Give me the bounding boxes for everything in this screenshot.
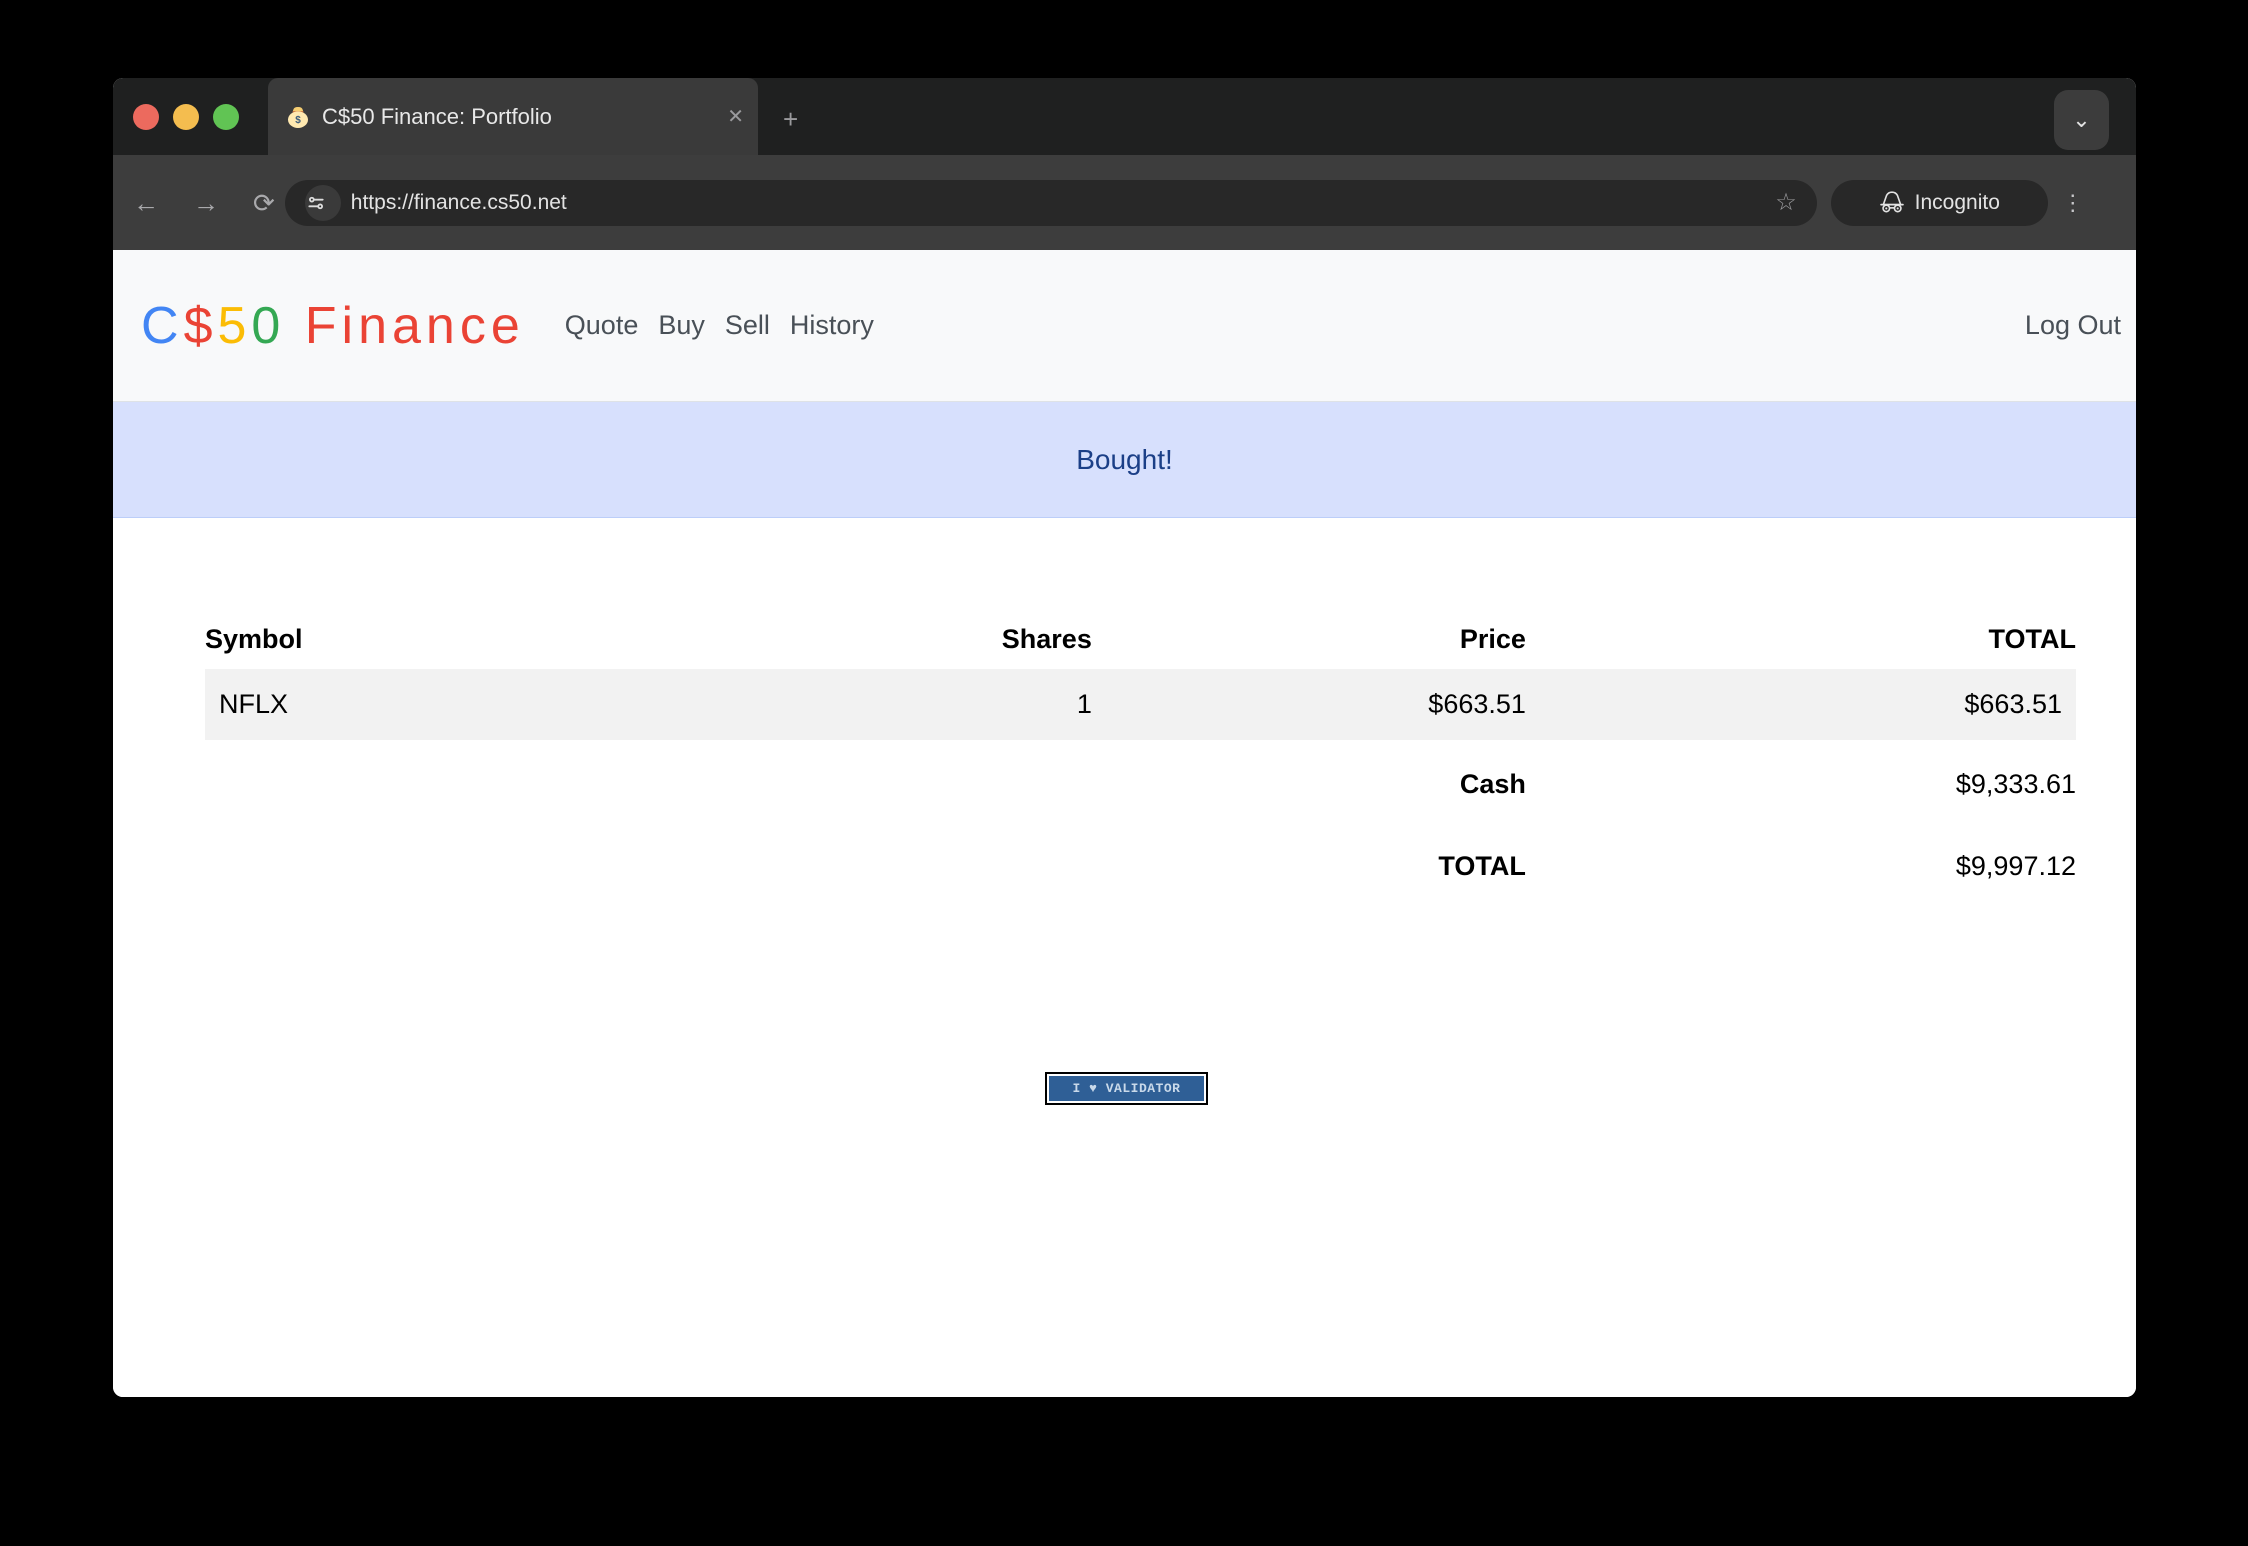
svg-text:$: $ bbox=[295, 115, 301, 126]
